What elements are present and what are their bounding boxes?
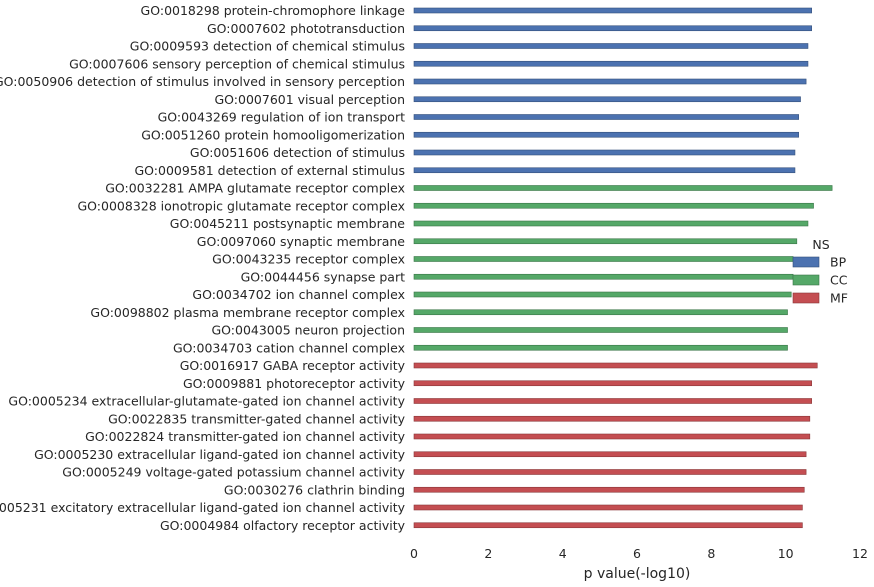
category-label-3: GO:0007606 sensory perception of chemica… (69, 56, 405, 71)
legend-label-bp: BP (830, 255, 847, 270)
category-labels: GO:0018298 protein-chromophore linkage GO… (0, 3, 406, 533)
category-label-16: GO:0034702 ion channel complex (192, 287, 405, 302)
legend-title: NS (812, 237, 829, 252)
bar-5 (413, 96, 801, 103)
x-axis-ticks: 0 2 4 6 8 10 12 (410, 546, 868, 561)
bar-2 (413, 43, 809, 49)
bars-layer (413, 7, 833, 529)
legend-label-cc: CC (830, 273, 848, 288)
x-tick-label-6: 12 (852, 546, 868, 561)
bar-19 (413, 344, 788, 351)
category-label-20: GO:0016917 GABA receptor activity (180, 358, 406, 373)
legend-label-mf: MF (830, 291, 848, 306)
category-label-1: GO:0007602 phototransduction (207, 21, 405, 36)
bar-15 (413, 273, 794, 280)
category-label-28: GO:0005231 excitatory extracellular liga… (0, 500, 406, 515)
legend-swatch-bp (792, 256, 820, 268)
legend-entries: BP CC MF (792, 255, 848, 306)
category-label-22: GO:0005234 extracellular-glutamate-gated… (8, 394, 405, 409)
category-label-10: GO:0032281 AMPA glutamate receptor compl… (105, 181, 405, 196)
bar-8 (413, 149, 796, 156)
bar-16 (413, 291, 792, 298)
bar-25 (413, 451, 807, 458)
category-label-12: GO:0045211 postsynaptic membrane (170, 216, 406, 231)
bar-3 (413, 60, 809, 67)
x-tick-label-5: 10 (778, 546, 794, 561)
bar-18 (413, 327, 788, 333)
bar-6 (413, 114, 799, 120)
category-label-8: GO:0051606 detection of stimulus (190, 145, 405, 160)
x-tick-label-4: 8 (707, 546, 715, 561)
bar-26 (413, 469, 807, 475)
x-tick-label-0: 0 (410, 546, 418, 561)
category-label-24: GO:0022824 transmitter-gated ion channel… (85, 429, 406, 444)
legend: NS BP CC MF (792, 237, 848, 306)
legend-swatch-mf (792, 292, 820, 304)
bar-4 (413, 78, 807, 85)
category-label-7: GO:0051260 protein homooligomerization (141, 127, 405, 142)
bar-20 (413, 362, 818, 369)
x-tick-label-2: 4 (559, 546, 567, 561)
bar-7 (413, 131, 799, 138)
x-axis-label: p value(-log10) (584, 566, 691, 582)
category-label-0: GO:0018298 protein-chromophore linkage (141, 3, 406, 18)
bar-12 (413, 220, 809, 227)
bar-13 (413, 238, 798, 245)
bar-17 (413, 309, 788, 316)
category-label-4: GO:0050906 detection of stimulus involve… (0, 74, 405, 89)
category-label-5: GO:0007601 visual perception (214, 92, 405, 107)
x-tick-label-3: 6 (633, 546, 641, 561)
category-label-17: GO:0098802 plasma membrane receptor comp… (90, 305, 405, 320)
category-label-21: GO:0009881 photoreceptor activity (183, 376, 406, 391)
x-tick-label-1: 2 (484, 546, 492, 561)
bar-29 (413, 522, 803, 529)
bar-1 (413, 25, 812, 32)
category-label-2: GO:0009593 detection of chemical stimulu… (130, 39, 405, 54)
bar-10 (413, 185, 833, 191)
bar-28 (413, 504, 803, 511)
bar-9 (413, 167, 796, 174)
bar-23 (413, 415, 811, 422)
bar-27 (413, 486, 805, 493)
legend-swatch-cc (792, 274, 820, 286)
category-label-6: GO:0043269 regulation of ion transport (158, 110, 406, 125)
bar-21 (413, 380, 812, 387)
bar-0 (413, 7, 812, 14)
bar-14 (413, 256, 794, 262)
bar-11 (413, 202, 814, 209)
category-label-19: GO:0034703 cation channel complex (173, 340, 405, 355)
category-label-27: GO:0030276 clathrin binding (224, 482, 405, 497)
category-label-26: GO:0005249 voltage-gated potassium chann… (62, 465, 405, 480)
category-label-14: GO:0043235 receptor complex (212, 252, 405, 267)
category-label-11: GO:0008328 ionotropic glutamate receptor… (78, 198, 406, 213)
category-label-23: GO:0022835 transmitter-gated channel act… (108, 411, 405, 426)
category-label-13: GO:0097060 synaptic membrane (197, 234, 406, 249)
category-label-29: GO:0004984 olfactory receptor activity (160, 518, 406, 533)
category-label-9: GO:0009581 detection of external stimulu… (135, 163, 406, 178)
bar-24 (413, 433, 811, 440)
category-label-25: GO:0005230 extracellular ligand-gated io… (34, 447, 406, 462)
category-label-15: GO:0044456 synapse part (241, 269, 405, 284)
category-label-18: GO:0043005 neuron projection (211, 323, 405, 338)
bar-22 (413, 398, 812, 404)
